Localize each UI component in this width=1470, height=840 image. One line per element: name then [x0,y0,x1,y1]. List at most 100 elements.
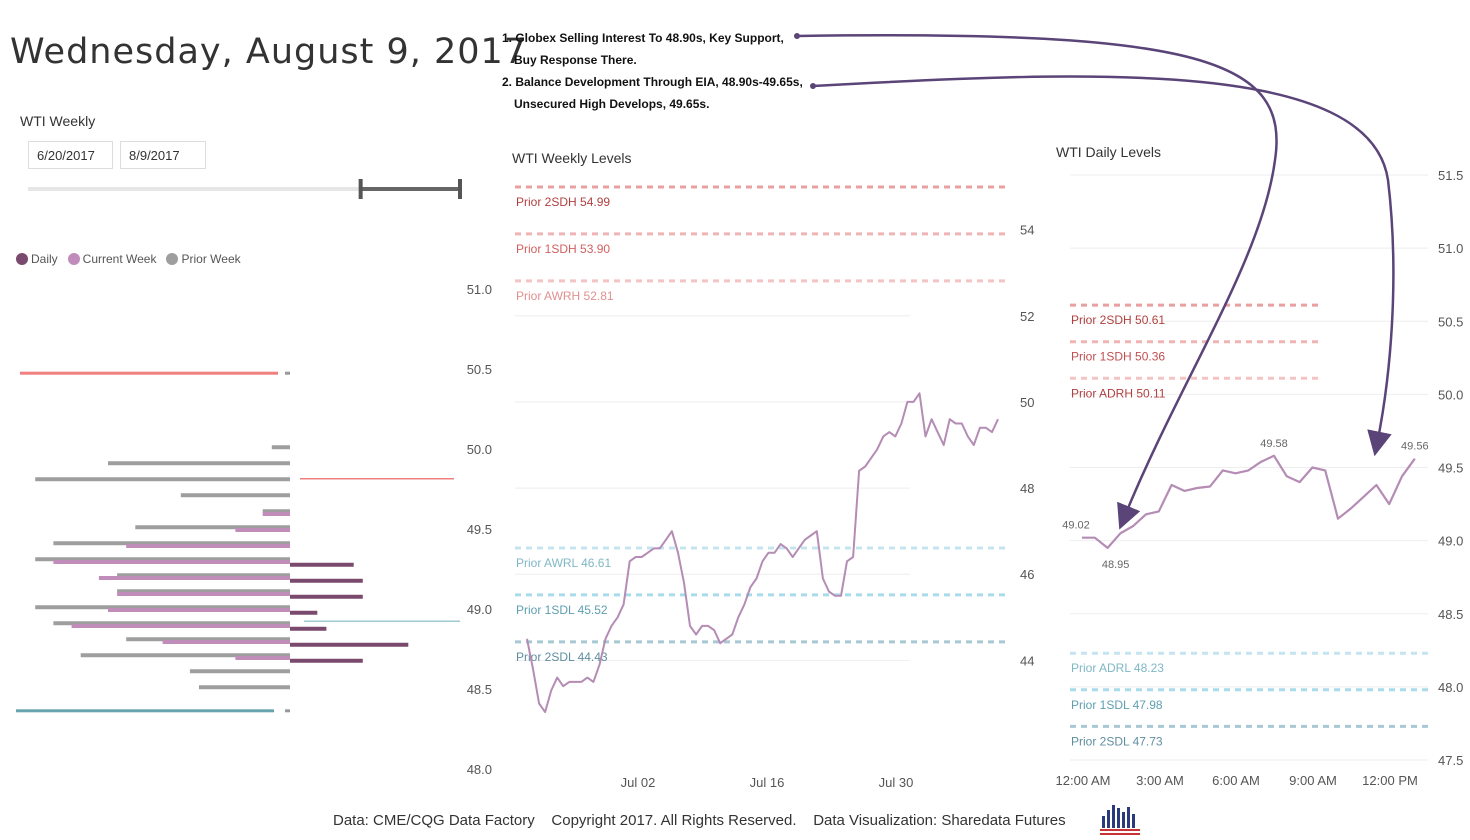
weekly-level-label: Prior 2SDL 44.43 [516,650,608,664]
profile-bar-current-week [262,512,290,516]
profile-bar-prior-week [180,493,290,498]
weekly-level-label: Prior AWRH 52.81 [516,289,614,303]
daily-data-label: 49.56 [1401,441,1429,453]
profile-bar-prior-week [135,525,290,530]
weekly-levels-chart: 54 52 50 48 46 44 Prior 2SDH 54.99 Prior 1SDH 5… [515,185,1034,790]
daily-y-tick: 51.5 [1438,168,1463,183]
profile-bar-current-week [117,592,290,596]
profile-bar-current-week [53,560,291,564]
start-date-input[interactable]: 6/20/2017 [28,141,113,169]
profile-y-tick: 49.5 [467,522,492,537]
note-2-line-1: 2. Balance Development Through EIA, 48.9… [502,75,803,89]
profile-bar-prior-week [53,621,291,626]
weekly-y-tick: 52 [1020,309,1034,324]
weekly-chart-title: WTI Weekly Levels [512,150,632,166]
slider-selected-range [360,187,460,191]
note-2-line-2: Unsecured High Develops, 49.65s. [514,97,710,111]
weekly-y-tick: 44 [1020,653,1034,668]
profile-bar-prior-week [108,461,290,466]
legend-item-current-week[interactable]: Current Week [67,252,157,266]
weekly-y-tick: 50 [1020,395,1034,410]
profile-reference-tick [285,709,290,713]
profile-y-tick: 50.0 [467,442,492,457]
profile-bar-prior-week [53,541,291,546]
daily-x-tick: 3:00 AM [1136,773,1184,788]
weekly-x-tick: Jul 02 [621,775,656,790]
daily-y-tick: 47.5 [1438,753,1463,768]
profile-bar-current-week [108,608,290,612]
legend-current-week-label: Current Week [82,252,157,266]
profile-y-tick: 49.0 [467,602,492,617]
daily-level-label: Prior 2SDH 50.61 [1071,313,1165,327]
daily-x-tick: 6:00 AM [1212,773,1260,788]
end-date-input[interactable]: 8/9/2017 [120,141,206,169]
profile-y-tick: 51.0 [467,282,492,297]
daily-chart-title: WTI Daily Levels [1056,144,1162,160]
legend-daily-dot [16,253,28,265]
profile-bar-current-week [98,576,291,580]
profile-bar-prior-week [189,669,290,674]
legend-current-week-dot [67,253,80,265]
daily-y-tick: 51.0 [1438,241,1463,256]
weekly-level-label: Prior 1SDL 45.52 [516,603,608,617]
legend-item-prior-week[interactable]: Prior Week [166,252,241,266]
footer: Data: CME/CQG Data Factory Copyright 201… [333,812,1066,829]
profile-reference-line [16,709,274,713]
profile-bar-current-week [235,528,290,532]
daily-level-label: Prior 2SDL 47.73 [1071,734,1163,748]
daily-x-tick: 9:00 AM [1289,773,1337,788]
daily-data-label: 48.95 [1102,559,1130,571]
daily-x-tick: 12:00 PM [1362,773,1418,788]
profile-bar-prior-week [199,685,290,690]
legend-prior-week-label: Prior Week [181,252,241,266]
daily-y-tick: 48.5 [1438,607,1463,622]
daily-data-label: 49.58 [1260,438,1288,450]
footer-source: Data: CME/CQG Data Factory [333,812,535,829]
weekly-x-tick: Jul 16 [750,775,785,790]
footer-viz: Data Visualization: Sharedata Futures [813,812,1066,829]
legend: Daily Current Week Prior Week [16,252,241,266]
daily-level-label: Prior 1SDL 47.98 [1071,698,1163,712]
profile-y-tick: 50.5 [467,362,492,377]
slider-start-handle[interactable] [358,179,363,199]
slider-end-handle[interactable] [458,179,462,199]
profile-bar-current-week [126,544,290,548]
profile-bar-prior-week [35,557,291,562]
profile-bar-daily [290,626,327,631]
profile-bar-prior-week [35,477,291,482]
profile-bar-prior-week [262,509,290,514]
profile-bar-daily [290,578,363,583]
profile-bar-prior-week [35,605,291,610]
legend-daily-label: Daily [31,252,58,266]
profile-bar-prior-week [271,445,290,450]
profile-bar-current-week [71,624,290,628]
daily-data-label: 49.02 [1062,520,1090,532]
slicer-title: WTI Weekly [20,113,96,129]
daily-y-tick: 48.0 [1438,680,1463,695]
weekly-y-tick: 54 [1020,223,1034,238]
daily-levels-chart: 51.5 51.0 50.5 50.0 49.5 49.0 48.5 48.0 47.5 Prio… [1056,168,1464,788]
profile-bar-daily [290,562,354,567]
profile-bar-current-week [162,640,290,644]
note-1-line-2: Buy Response There. [514,53,637,67]
date-range-slider[interactable] [20,176,470,204]
footer-copyright: Copyright 2017. All Rights Reserved. [551,812,797,829]
daily-level-label: Prior 1SDH 50.36 [1071,350,1165,364]
profile-bar-prior-week [117,589,290,594]
profile-bar-prior-week [117,573,290,578]
profile-reference-tick [285,371,290,375]
profile-bar-daily [290,594,363,599]
profile-bar-prior-week [80,653,290,658]
note-1-line-1: 1. Globex Selling Interest To 48.90s, Ke… [502,31,784,45]
sharedata-logo [1100,805,1140,835]
profile-y-tick: 48.0 [467,762,492,777]
profile-bar-daily [290,610,318,615]
daily-y-tick: 50.5 [1438,314,1463,329]
daily-price-line [1082,454,1416,549]
daily-x-tick: 12:00 AM [1056,773,1111,788]
volume-profile-chart: 51.0 50.5 50.0 49.5 49.0 48.5 48.0 [16,282,492,777]
legend-item-daily[interactable]: Daily [16,252,58,266]
weekly-level-label: Prior 1SDH 53.90 [516,242,610,256]
profile-y-tick: 48.5 [467,682,492,697]
weekly-price-line [526,392,999,714]
